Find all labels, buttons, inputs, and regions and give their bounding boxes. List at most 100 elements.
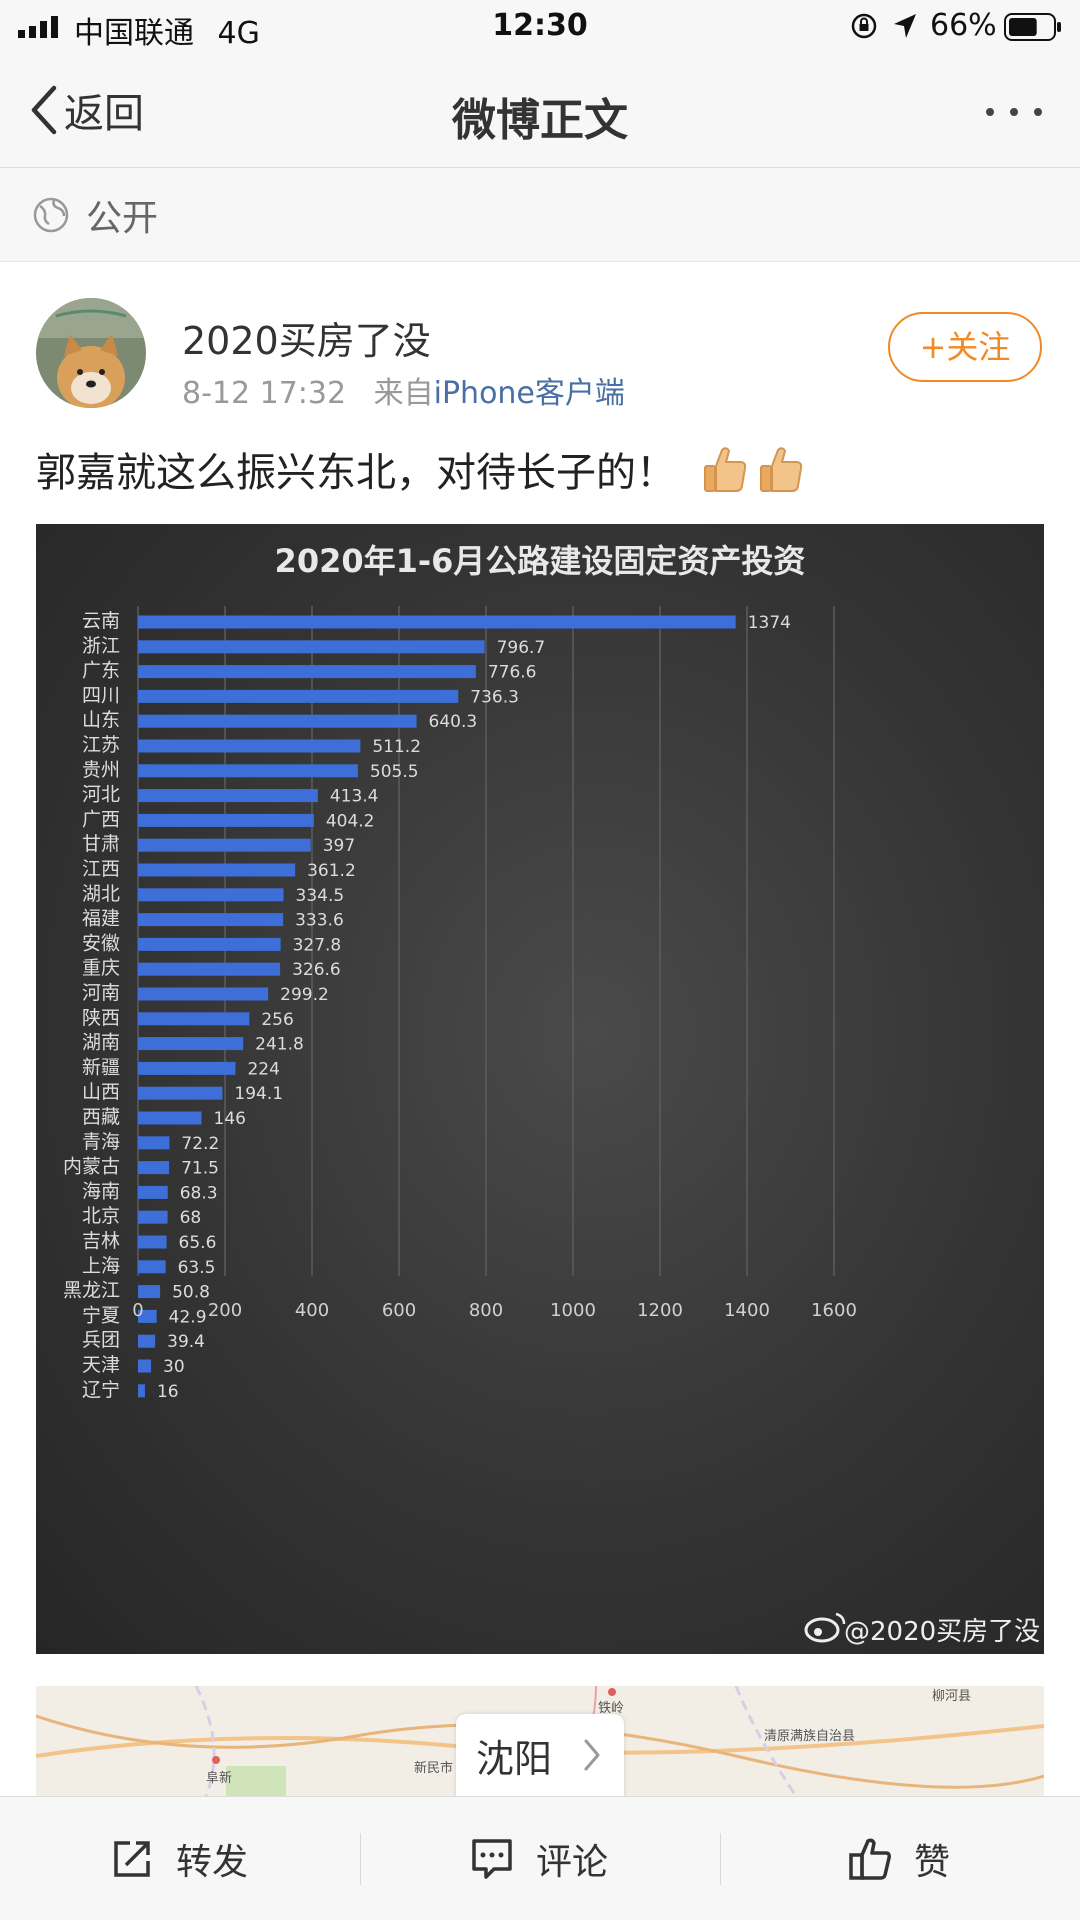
value-label: 796.7 <box>497 638 546 658</box>
category-label: 宁夏 <box>82 1304 120 1326</box>
post-image-chart[interactable]: 2020年1-6月公路建设固定资产投资 云南 1374 浙江 796.7 广东 776.6… <box>36 524 1044 1654</box>
category-label: 北京 <box>82 1205 120 1227</box>
category-label: 山西 <box>82 1081 120 1103</box>
bar <box>138 789 318 803</box>
bar <box>138 1285 161 1299</box>
category-label: 安徽 <box>82 932 120 954</box>
value-label: 63.5 <box>178 1258 216 1278</box>
value-label: 16 <box>157 1382 179 1402</box>
value-label: 361.2 <box>307 861 356 881</box>
value-label: 72.2 <box>181 1134 219 1154</box>
category-label: 天津 <box>82 1354 120 1376</box>
location-map[interactable]: 铁岭 柳河县 清原满族自治县 阜新 新民市 沈阳 <box>36 1686 1044 1796</box>
value-label: 397 <box>323 836 355 856</box>
bottom-toolbar: 转发 评论 赞 <box>0 1796 1080 1920</box>
bar <box>138 1260 166 1274</box>
carrier-label: 中国联通 4G <box>74 8 260 52</box>
map-place-label: 阜新 <box>206 1770 232 1786</box>
like-button[interactable]: 赞 <box>848 1797 950 1920</box>
follow-button[interactable]: +关注 <box>888 312 1042 382</box>
map-place-label: 新民市 <box>414 1760 453 1776</box>
avatar[interactable] <box>36 298 146 408</box>
category-label: 重庆 <box>82 957 120 979</box>
bar-chart: 2020年1-6月公路建设固定资产投资 云南 1374 浙江 796.7 广东 776.6… <box>63 542 1040 1647</box>
value-label: 333.6 <box>295 911 344 931</box>
source-prefix: 来自 <box>373 376 434 411</box>
bar <box>138 838 311 852</box>
post-source[interactable]: iPhone客户端 <box>433 376 625 411</box>
bar <box>138 937 281 951</box>
back-button[interactable]: 返回 <box>26 82 144 138</box>
category-label: 甘肃 <box>82 833 120 855</box>
chevron-right-icon <box>584 1739 600 1771</box>
category-label: 贵州 <box>82 759 120 781</box>
value-label: 71.5 <box>181 1159 219 1179</box>
value-label: 299.2 <box>280 985 329 1005</box>
value-label: 736.3 <box>470 687 519 707</box>
shiba-dog-avatar-image <box>36 298 146 408</box>
rotation-lock-icon <box>851 13 877 39</box>
x-tick-label: 600 <box>382 1300 416 1321</box>
x-tick-label: 1600 <box>811 1300 857 1321</box>
category-label: 辽宁 <box>82 1379 120 1401</box>
x-tick-label: 0 <box>132 1300 143 1321</box>
map-place-label: 清原满族自治县 <box>764 1728 855 1744</box>
username[interactable]: 2020买房了没 <box>182 319 431 363</box>
more-dots-icon[interactable] <box>982 94 1046 130</box>
value-label: 511.2 <box>372 737 421 757</box>
category-label: 上海 <box>82 1255 120 1277</box>
bar <box>138 1334 156 1348</box>
category-label: 陕西 <box>82 1007 120 1029</box>
category-label: 浙江 <box>82 635 120 657</box>
comment-label: 评论 <box>536 1842 609 1883</box>
value-label: 776.6 <box>488 663 537 683</box>
value-label: 327.8 <box>293 935 342 955</box>
value-label: 326.6 <box>292 960 341 980</box>
category-label: 湖北 <box>82 883 120 905</box>
post-body: 郭嘉就这么振兴东北，对待长子的！ <box>36 450 676 496</box>
bar <box>138 1359 152 1373</box>
repost-button[interactable]: 转发 <box>110 1797 248 1920</box>
repost-label: 转发 <box>176 1842 249 1883</box>
bar <box>138 1185 168 1199</box>
visibility-row: 公开 <box>0 168 1080 262</box>
value-label: 68.3 <box>180 1183 218 1203</box>
comment-icon <box>472 1839 512 1879</box>
battery-percent: 66% <box>930 8 997 43</box>
post-text: 郭嘉就这么振兴东北，对待长子的！ <box>36 440 804 498</box>
location-arrow-icon <box>894 14 916 38</box>
category-label: 山东 <box>82 709 120 731</box>
value-label: 39.4 <box>167 1332 205 1352</box>
map-city-button[interactable]: 沈阳 <box>456 1714 624 1796</box>
value-label: 256 <box>261 1010 293 1030</box>
value-label: 42.9 <box>169 1307 207 1327</box>
bar <box>138 665 476 679</box>
value-label: 1374 <box>748 613 791 633</box>
watermark-text: @2020买房了没 <box>844 1617 1040 1647</box>
visibility-label: 公开 <box>86 197 159 239</box>
map-city-label: 沈阳 <box>476 1737 553 1781</box>
post-time: 8-12 17:32 <box>182 376 347 411</box>
category-label: 湖南 <box>82 1032 120 1054</box>
category-label: 新疆 <box>82 1056 120 1078</box>
value-label: 194.1 <box>234 1084 283 1104</box>
value-label: 241.8 <box>255 1035 304 1055</box>
category-label: 广西 <box>82 808 120 830</box>
category-label: 黑龙江 <box>63 1280 120 1302</box>
bar <box>138 764 358 778</box>
bar <box>138 1384 145 1398</box>
status-bar: 中国联通 4G 12:30 66% <box>0 0 1080 54</box>
network-type: 4G <box>217 16 260 51</box>
category-label: 福建 <box>82 908 120 930</box>
carrier-name: 中国联通 <box>74 16 194 51</box>
value-label: 413.4 <box>330 787 379 807</box>
category-label: 吉林 <box>82 1230 120 1252</box>
map-place-label: 柳河县 <box>932 1689 971 1704</box>
chart-title: 2020年1-6月公路建设固定资产投资 <box>275 542 806 580</box>
value-label: 146 <box>214 1109 246 1129</box>
signal-icon <box>18 16 58 38</box>
comment-button[interactable]: 评论 <box>470 1797 608 1920</box>
watermark: @2020买房了没 <box>804 1612 1040 1647</box>
value-label: 30 <box>163 1357 185 1377</box>
